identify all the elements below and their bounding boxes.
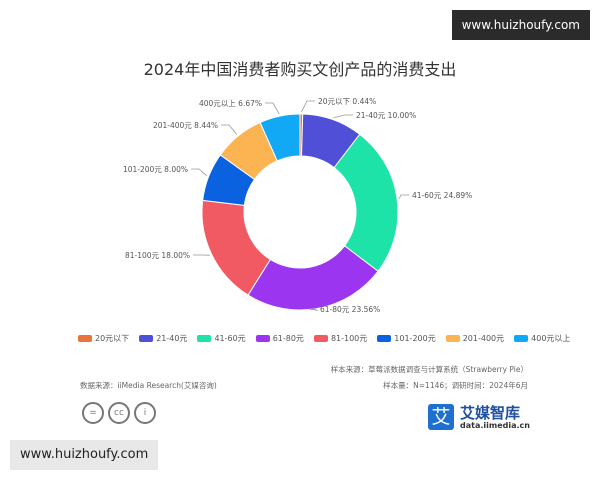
legend-label: 81-100元	[330, 334, 368, 343]
legend-item[interactable]: 101-200元	[377, 333, 436, 344]
leader-line	[333, 114, 353, 119]
data-label: 81-100元 18.00%	[125, 251, 190, 260]
legend-swatch	[255, 335, 270, 342]
data-label: 41-60元 24.89%	[412, 191, 472, 200]
data-label: 101-200元 8.00%	[123, 165, 188, 174]
legend-swatch	[313, 335, 328, 342]
legend-item[interactable]: 21-40元	[139, 333, 187, 344]
legend-label: 400元以上	[531, 334, 571, 343]
slice-400元以上	[259, 113, 301, 162]
legend-item[interactable]: 61-80元	[255, 333, 304, 344]
logo-url: data.iimedia.cn	[460, 420, 530, 430]
chart-card	[40, 40, 560, 450]
no-derivatives-icon: =	[82, 402, 104, 424]
logo-mark: 艾	[428, 404, 454, 430]
chart-title: 2024年中国消费者购买文创产品的消费支出	[143, 60, 457, 79]
data-label: 21-40元 10.00%	[356, 111, 416, 120]
data-label: 61-80元 23.56%	[320, 305, 380, 314]
legend-item[interactable]: 400元以上	[514, 333, 570, 344]
leader-line	[308, 308, 319, 311]
legend-label: 201-400元	[462, 334, 505, 343]
leader-line	[301, 100, 315, 113]
leader-line	[265, 102, 280, 115]
legend-label: 61-80元	[272, 334, 304, 343]
legend-swatch	[445, 335, 460, 342]
iimedia-logo: 艾 艾媒智库 data.iimedia.cn	[428, 404, 530, 430]
data-label: 201-400元 8.44%	[153, 121, 218, 130]
leader-line	[191, 168, 208, 177]
legend-label: 41-60元	[214, 334, 246, 343]
creative-commons-icon: cc	[108, 402, 130, 424]
watermark-bottom: www.huizhoufy.com	[10, 440, 159, 470]
leader-line	[398, 194, 409, 199]
legend-item[interactable]: 81-100元	[313, 333, 368, 344]
legend-item[interactable]: 41-60元	[197, 333, 246, 344]
legend-swatch	[514, 335, 529, 342]
data-label: 20元以下 0.44%	[318, 97, 376, 106]
legend-label: 20元以下	[95, 334, 130, 343]
sample-source: 样本来源：草莓派数据调查与计算系统（Strawberry Pie）	[330, 365, 528, 374]
legend-swatch	[78, 335, 92, 342]
legend-item[interactable]: 20元以下	[78, 333, 129, 344]
legend-swatch	[197, 335, 212, 342]
data-source: 数据来源：iiMedia Research(艾媒咨询)	[80, 381, 217, 390]
logo-name: 艾媒智库	[460, 403, 521, 422]
legend-item[interactable]: 201-400元	[445, 333, 505, 344]
legend-label: 21-40元	[156, 334, 188, 343]
legend: 20元以下 21-40元 41-60元 61-80元 81-100元 101-200元 20…	[78, 333, 570, 344]
legend-swatch	[377, 335, 392, 342]
attribution-icon: i	[134, 402, 156, 424]
sample-size: 样本量：N=1146；调研时间：2024年6月	[383, 381, 528, 390]
leader-line	[221, 124, 238, 135]
legend-swatch	[139, 335, 154, 342]
legend-label: 101-200元	[394, 334, 436, 343]
data-label: 400元以上 6.67%	[199, 99, 262, 108]
watermark-top: www.huizhoufy.com	[451, 10, 590, 40]
